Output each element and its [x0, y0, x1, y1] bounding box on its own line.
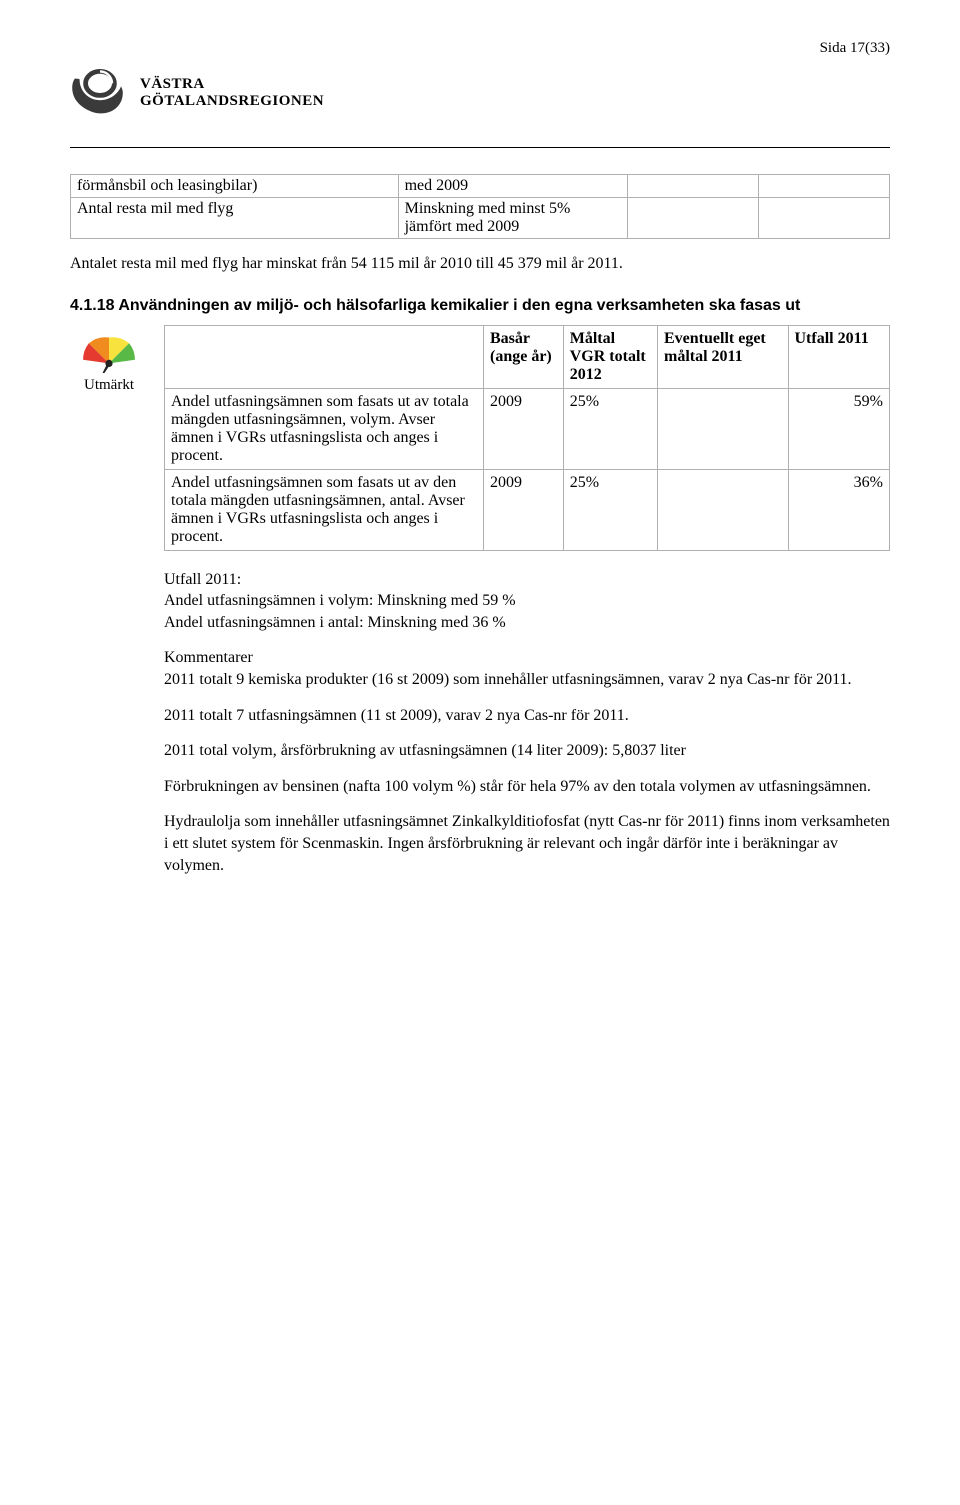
kommentarer-p1: Kommentarer 2011 totalt 9 kemiska produk…	[164, 647, 890, 690]
logo-line1: VÄSTRA	[140, 76, 324, 93]
gauge-row: Utmärkt Basår (ange år) Måltal VGR total…	[70, 325, 890, 551]
th-empty	[165, 325, 484, 388]
cell: med 2009	[398, 175, 627, 198]
kommentarer-title: Kommentarer	[164, 649, 253, 666]
utfall-title: Utfall 2011:	[164, 571, 241, 588]
body-text: Utfall 2011: Andel utfasningsämnen i vol…	[164, 569, 890, 877]
cell-eget	[658, 469, 789, 550]
cell-basar: 2009	[484, 388, 564, 469]
cell-empty	[627, 175, 758, 198]
table-418: Basår (ange år) Måltal VGR totalt 2012 E…	[164, 325, 890, 551]
cell-empty	[758, 175, 889, 198]
cell-utfall: 36%	[788, 469, 890, 550]
cell-maltal: 25%	[563, 388, 657, 469]
page-number: Sida 17(33)	[70, 40, 890, 57]
table-row: Andel utfasningsämnen som fasats ut av t…	[165, 388, 890, 469]
cell: Antal resta mil med flyg	[71, 198, 399, 239]
table-row: förmånsbil och leasingbilar) med 2009	[71, 175, 890, 198]
logo-line2: GÖTALANDSREGIONEN	[140, 93, 324, 110]
cell-maltal: 25%	[563, 469, 657, 550]
th-utfall: Utfall 2011	[788, 325, 890, 388]
utfall-block: Utfall 2011: Andel utfasningsämnen i vol…	[164, 569, 890, 634]
cell: Minskning med minst 5% jämfört med 2009	[398, 198, 627, 239]
cell-basar: 2009	[484, 469, 564, 550]
table-row: Antal resta mil med flyg Minskning med m…	[71, 198, 890, 239]
heading-4-1-18: 4.1.18 Användningen av miljö- och hälsof…	[70, 297, 890, 315]
kommentarer-p3: 2011 total volym, årsförbrukning av utfa…	[164, 740, 890, 762]
page: Sida 17(33) VÄSTRA GÖTALANDSREGIONEN för…	[0, 0, 960, 950]
header-divider	[70, 147, 890, 148]
gauge-col: Utmärkt	[70, 325, 148, 394]
kommentarer-p4: Förbrukningen av bensinen (nafta 100 vol…	[164, 776, 890, 798]
th-maltal: Måltal VGR totalt 2012	[563, 325, 657, 388]
th-eget: Eventuellt eget måltal 2011	[658, 325, 789, 388]
table-418-wrap: Basår (ange år) Måltal VGR totalt 2012 E…	[164, 325, 890, 551]
cell-label: Andel utfasningsämnen som fasats ut av t…	[165, 388, 484, 469]
para-flyg: Antalet resta mil med flyg har minskat f…	[70, 253, 890, 275]
gauge-label: Utmärkt	[84, 377, 134, 394]
table-row: Andel utfasningsämnen som fasats ut av d…	[165, 469, 890, 550]
kommentarer-p5: Hydraulolja som innehåller utfasningsämn…	[164, 811, 890, 876]
cell-empty	[627, 198, 758, 239]
th-basar: Basår (ange år)	[484, 325, 564, 388]
utfall-line2: Andel utfasningsämnen i antal: Minskning…	[164, 614, 506, 631]
table-flyg: förmånsbil och leasingbilar) med 2009 An…	[70, 174, 890, 239]
table-header-row: Basår (ange år) Måltal VGR totalt 2012 E…	[165, 325, 890, 388]
kommentarer-p1-text: 2011 totalt 9 kemiska produkter (16 st 2…	[164, 671, 852, 688]
cell-empty	[758, 198, 889, 239]
cell-eget	[658, 388, 789, 469]
utfall-line1: Andel utfasningsämnen i volym: Minskning…	[164, 592, 516, 609]
cell-utfall: 59%	[788, 388, 890, 469]
cell-label: Andel utfasningsämnen som fasats ut av d…	[165, 469, 484, 550]
logo-text: VÄSTRA GÖTALANDSREGIONEN	[140, 76, 324, 111]
kommentarer-p2: 2011 totalt 7 utfasningsämnen (11 st 200…	[164, 705, 890, 727]
vgr-logo-icon	[70, 69, 130, 117]
logo-area: VÄSTRA GÖTALANDSREGIONEN	[70, 69, 890, 117]
cell: förmånsbil och leasingbilar)	[71, 175, 399, 198]
gauge-icon	[73, 325, 145, 373]
